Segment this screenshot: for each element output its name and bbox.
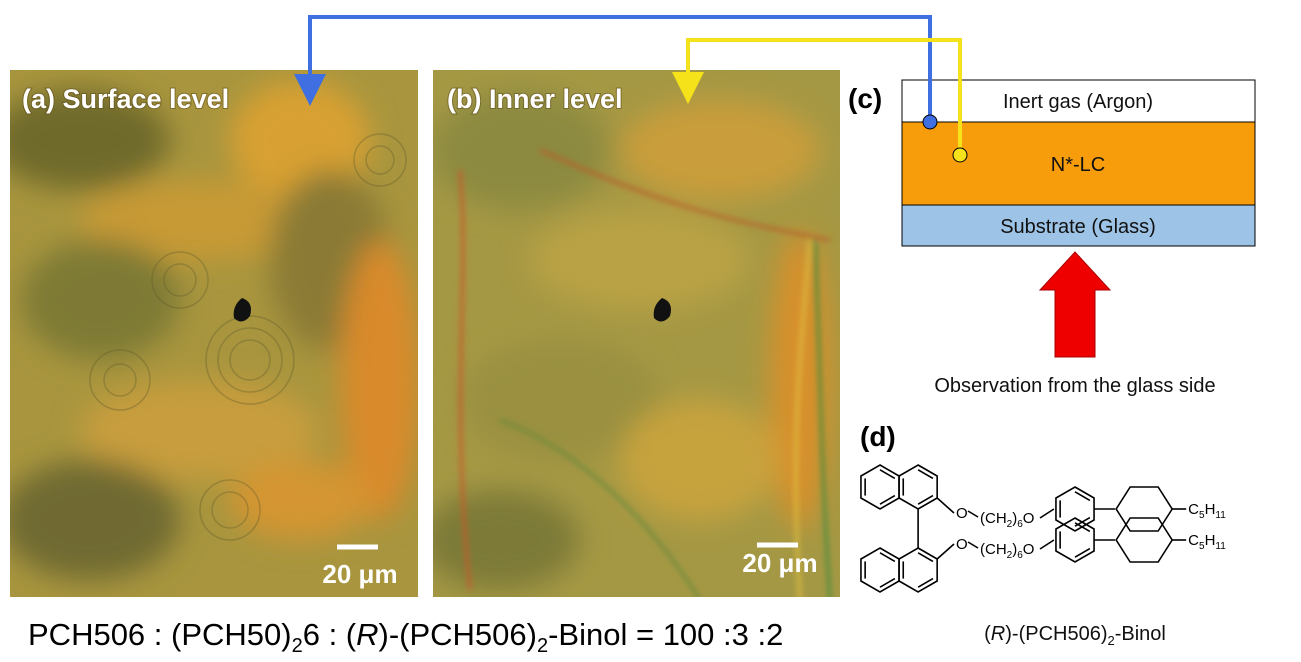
- panel-label: (d): [860, 421, 896, 452]
- scale-label: 20 μm: [322, 559, 397, 589]
- double-bond: [918, 579, 933, 588]
- text: O: [1023, 510, 1035, 527]
- text: )-(PCH506): [1005, 623, 1107, 645]
- text: )-(PCH506): [379, 617, 537, 652]
- atom-label: O: [956, 536, 968, 553]
- micrograph-a: [0, 70, 420, 597]
- bond: [1040, 540, 1054, 549]
- double-bond: [880, 553, 895, 562]
- connector-dot: [953, 148, 967, 162]
- structure: [861, 465, 1186, 592]
- bond: [937, 544, 954, 559]
- text: (CH: [980, 541, 1007, 558]
- text: H: [1205, 501, 1216, 518]
- layer-label: N*-LC: [1051, 154, 1105, 176]
- panel-label: (c): [848, 83, 882, 114]
- text: H: [1205, 532, 1216, 549]
- text: PCH506 : (PCH50): [28, 617, 292, 652]
- panel-label: (a) Surface level: [22, 84, 229, 114]
- chain-label: (CH2)6O: [980, 541, 1034, 561]
- double-bond: [1075, 492, 1090, 501]
- text: 11: [1215, 541, 1226, 552]
- tail-label: C5H11: [1188, 532, 1226, 552]
- text: 2: [292, 635, 303, 657]
- chain-label: (CH2)6O: [980, 510, 1034, 530]
- double-bond: [1075, 549, 1090, 558]
- ring: [899, 465, 937, 509]
- text: R: [356, 617, 378, 652]
- atom-label: O: [956, 505, 968, 522]
- text: 6 : (: [303, 617, 357, 652]
- text: R: [991, 623, 1005, 645]
- compound-name: (R)-(PCH506)2-Binol: [984, 623, 1166, 648]
- bond: [1040, 509, 1054, 518]
- text: 2: [537, 635, 548, 657]
- double-bond: [918, 496, 933, 505]
- tail-label: C5H11: [1188, 501, 1226, 521]
- scale-label: 20 μm: [742, 548, 817, 578]
- text: C: [1188, 501, 1199, 518]
- bond: [968, 511, 978, 517]
- double-bond: [918, 553, 933, 562]
- ring: [861, 465, 899, 509]
- micrograph-b: [420, 70, 840, 600]
- caption: Observation from the glass side: [934, 375, 1215, 397]
- double-bond: [880, 496, 895, 505]
- formula: PCH506 : (PCH50)26 : (R)-(PCH506)2-Binol…: [28, 617, 783, 657]
- text: 11: [1215, 510, 1226, 521]
- connector-dot: [923, 115, 937, 129]
- ring: [1116, 487, 1172, 531]
- double-bond: [918, 470, 933, 479]
- ring: [1116, 518, 1172, 562]
- text: -Binol: [1115, 623, 1166, 645]
- panel-label: (b) Inner level: [447, 84, 623, 114]
- bond: [968, 542, 978, 548]
- text: -Binol = 100 :3 :2: [548, 617, 783, 652]
- text: (CH: [980, 510, 1007, 527]
- figure: (a) Surface level 20 μm (b) Inner level …: [0, 0, 1301, 662]
- layer-label: Inert gas (Argon): [1003, 91, 1153, 113]
- ring: [861, 548, 899, 592]
- observation-arrow: [1040, 252, 1110, 357]
- text: 2: [1108, 633, 1115, 648]
- layer-label: Substrate (Glass): [1000, 216, 1156, 238]
- bond: [937, 498, 954, 513]
- ring: [1056, 487, 1094, 531]
- ring: [899, 548, 937, 592]
- text: O: [1023, 541, 1035, 558]
- double-bond: [880, 579, 895, 588]
- double-bond: [880, 470, 895, 479]
- ring: [1056, 518, 1094, 562]
- text: C: [1188, 532, 1199, 549]
